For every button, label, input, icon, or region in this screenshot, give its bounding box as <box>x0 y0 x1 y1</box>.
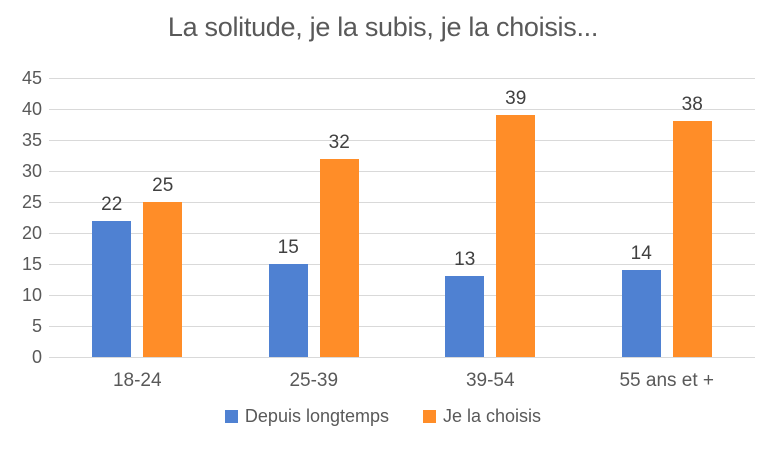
bar-value-label: 22 <box>101 193 123 215</box>
bar-value-label: 38 <box>681 94 703 116</box>
legend-item-je-la-choisis: Je la choisis <box>423 406 541 427</box>
y-axis-tick-label: 35 <box>21 130 42 150</box>
gridline <box>49 109 755 110</box>
category-label: 55 ans et + <box>619 370 715 391</box>
y-axis-tick-label: 5 <box>31 316 42 336</box>
bar-value-label: 15 <box>277 237 299 258</box>
y-axis-tick-label: 30 <box>21 161 42 181</box>
y-axis-tick-label: 15 <box>21 254 42 274</box>
y-axis-tick-label: 20 <box>21 223 42 243</box>
y-axis-tick-label: 0 <box>31 347 42 367</box>
category-label: 39-54 <box>465 370 515 391</box>
gridline <box>49 202 755 203</box>
y-axis-tick-label: 25 <box>21 192 42 212</box>
category-label: 25-39 <box>289 370 339 391</box>
bar-depuis-longtemps-18-24 <box>92 220 132 357</box>
legend-swatch-icon <box>224 410 238 423</box>
bar-depuis-longtemps-55-ans-et <box>621 270 661 357</box>
bar-value-label: 32 <box>328 131 350 153</box>
gridline <box>49 78 755 79</box>
legend-item-depuis-longtemps: Depuis longtemps <box>224 406 390 427</box>
gridline <box>49 326 755 327</box>
legend-label: Depuis longtemps <box>244 406 390 426</box>
y-axis-tick-label: 40 <box>21 99 42 119</box>
legend-label: Je la choisis <box>443 406 542 426</box>
bar-je-la-choisis-25-39 <box>319 158 359 357</box>
bar-depuis-longtemps-25-39 <box>268 264 308 357</box>
category-label: 18-24 <box>112 370 162 391</box>
y-axis-tick-label: 45 <box>21 68 42 88</box>
gridline <box>49 140 755 141</box>
gridline <box>49 171 755 172</box>
bar-value-label: 25 <box>152 175 174 196</box>
bar-je-la-choisis-39-54 <box>496 115 536 357</box>
bar-value-label: 39 <box>505 88 527 110</box>
bar-depuis-longtemps-39-54 <box>445 276 485 357</box>
gridline <box>49 233 755 234</box>
legend: Depuis longtemps Je la choisis <box>0 406 766 427</box>
gridline <box>49 264 755 265</box>
gridline <box>49 295 755 296</box>
bar-value-label: 13 <box>454 249 476 271</box>
chart-title: La solitude, je la subis, je la choisis.… <box>167 12 599 42</box>
bar-je-la-choisis-55-ans-et <box>672 121 712 357</box>
bar-value-label: 14 <box>630 243 652 265</box>
y-axis-tick-label: 10 <box>21 285 42 305</box>
legend-swatch-icon <box>423 410 437 423</box>
gridline <box>49 357 755 358</box>
bar-je-la-choisis-18-24 <box>143 202 183 357</box>
